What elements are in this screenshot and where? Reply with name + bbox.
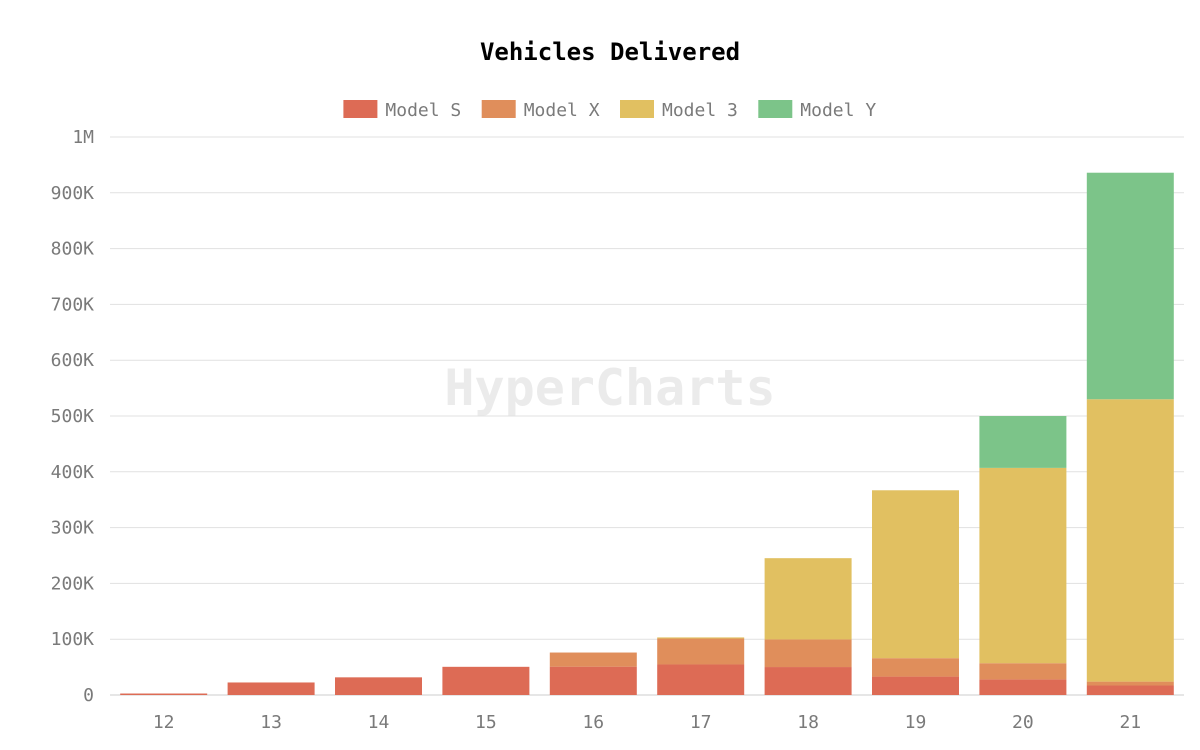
bar-model-s-13[interactable]	[227, 682, 315, 695]
y-tick-label: 600K	[51, 350, 95, 371]
bar-model-s-14[interactable]	[335, 677, 422, 695]
x-tick-label: 15	[475, 712, 497, 733]
x-tick-label: 14	[368, 712, 390, 733]
legend-item-model-s[interactable]: Model S	[343, 100, 461, 121]
x-tick-label: 13	[260, 712, 282, 733]
y-tick-label: 100K	[51, 629, 95, 650]
bar-model-3-20[interactable]	[979, 467, 1067, 664]
legend-label-model-x: Model X	[524, 100, 600, 121]
bar-model-s-12[interactable]	[120, 693, 208, 695]
y-tick-label: 1M	[72, 127, 94, 148]
bar-model-s-20[interactable]	[979, 679, 1067, 695]
y-tick-label: 800K	[51, 239, 95, 260]
x-tick-label: 17	[690, 712, 712, 733]
legend-swatch-model-3	[620, 100, 654, 118]
gridlines	[110, 136, 1184, 696]
legend-label-model-3: Model 3	[662, 100, 738, 121]
legend-item-model-x[interactable]: Model X	[481, 100, 600, 121]
bar-model-s-18[interactable]	[764, 667, 852, 695]
bar-model-y-20[interactable]	[979, 416, 1067, 468]
bar-model-s-16[interactable]	[549, 666, 637, 695]
bar-model-x-21[interactable]	[1086, 681, 1174, 686]
bar-model-x-18[interactable]	[764, 639, 852, 668]
watermark: HyperCharts	[444, 359, 775, 417]
bar-model-3-21[interactable]	[1086, 399, 1174, 682]
legend-swatch-model-s	[343, 100, 378, 118]
bar-model-3-18[interactable]	[764, 558, 852, 640]
y-tick-label: 200K	[51, 573, 95, 594]
x-tick-label: 12	[153, 712, 175, 733]
y-tick-label: 500K	[51, 406, 95, 427]
x-tick-label: 16	[582, 712, 604, 733]
legend-label-model-s: Model S	[385, 100, 461, 121]
legend-item-model-y[interactable]: Model Y	[758, 100, 876, 121]
y-tick-label: 900K	[51, 183, 95, 204]
chart-title: Vehicles Delivered	[480, 38, 740, 66]
legend-item-model-3[interactable]: Model 3	[620, 100, 738, 121]
y-tick-label: 400K	[51, 462, 95, 483]
bar-model-x-16[interactable]	[549, 652, 637, 667]
y-tick-label: 300K	[51, 518, 95, 539]
bar-model-y-21[interactable]	[1086, 172, 1174, 400]
x-tick-label: 18	[797, 712, 819, 733]
bar-model-s-15[interactable]	[442, 666, 530, 695]
legend-label-model-y: Model Y	[800, 100, 876, 121]
x-tick-label: 19	[905, 712, 927, 733]
bar-model-x-19[interactable]	[872, 658, 959, 677]
legend: Model S Model X Model 3 Model Y	[343, 100, 876, 121]
legend-swatch-model-x	[481, 100, 516, 118]
bar-model-3-19[interactable]	[872, 490, 959, 659]
x-tick-label: 21	[1119, 712, 1141, 733]
y-axis: 0 100K 200K 300K 400K 500K 600K 700K 800K 900K 1M	[51, 127, 95, 706]
legend-swatch-model-y	[758, 100, 793, 118]
bar-model-s-19[interactable]	[872, 676, 959, 695]
x-tick-label: 20	[1012, 712, 1034, 733]
bar-model-x-17[interactable]	[657, 638, 745, 665]
y-tick-label: 0	[83, 685, 94, 706]
bar-model-s-17[interactable]	[657, 664, 745, 695]
x-axis: 12 13 14 15 16 17 18 19 20 21	[153, 712, 1141, 733]
bar-model-x-20[interactable]	[979, 663, 1067, 680]
y-tick-label: 700K	[51, 294, 95, 315]
bar-model-3-17[interactable]	[657, 637, 745, 639]
bar-model-s-21[interactable]	[1086, 685, 1174, 695]
bars	[120, 172, 1174, 695]
